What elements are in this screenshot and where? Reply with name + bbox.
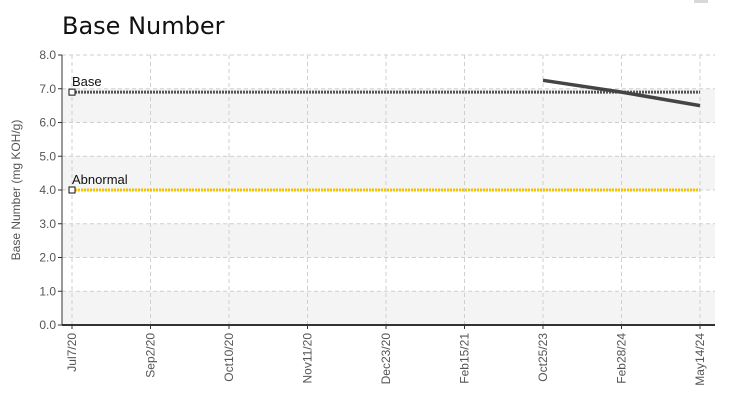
reference-lines: Base Abnormal bbox=[68, 74, 700, 194]
y-tick-label: 0.0 bbox=[39, 318, 56, 332]
reference-marker bbox=[68, 186, 76, 194]
reference-label: Abnormal bbox=[72, 172, 128, 187]
series-lines bbox=[542, 78, 701, 108]
corner-mark bbox=[694, 0, 708, 3]
x-tick-label: Sep2/20 bbox=[144, 333, 158, 378]
plot-band bbox=[62, 291, 715, 325]
x-tick-label: Oct10/20 bbox=[222, 333, 236, 382]
plot-band bbox=[62, 156, 715, 190]
x-tick-label: May14/24 bbox=[693, 333, 707, 386]
y-tick-label: 1.0 bbox=[39, 284, 56, 298]
tick-labels: 0.0 1.0 2.0 3.0 4.0 5.0 6.0 7.0 8.0 Jul7/20 Sep2/2… bbox=[39, 48, 707, 386]
x-tick-label: Feb28/24 bbox=[615, 333, 629, 384]
x-tick-label: Oct25/23 bbox=[536, 333, 550, 382]
y-axis-label: Base Number (mg KOH/g) bbox=[9, 120, 23, 261]
y-tick-label: 6.0 bbox=[39, 116, 56, 130]
x-tick-label: Nov11/20 bbox=[301, 333, 315, 384]
plot-band bbox=[62, 88, 715, 123]
x-tick-label: Feb15/21 bbox=[458, 333, 472, 384]
chart-title: Base Number bbox=[62, 12, 225, 40]
y-tick-label: 5.0 bbox=[39, 149, 56, 163]
x-tick-label: Jul7/20 bbox=[65, 333, 79, 372]
x-tick-label: Dec23/20 bbox=[379, 333, 393, 385]
plot-bands bbox=[62, 88, 715, 325]
reference-label: Base bbox=[72, 74, 102, 89]
y-tick-label: 7.0 bbox=[39, 82, 56, 96]
y-tick-label: 4.0 bbox=[39, 183, 56, 197]
plot-band bbox=[62, 223, 715, 258]
series-line bbox=[542, 78, 701, 108]
y-tick-label: 2.0 bbox=[39, 251, 56, 265]
reference-marker bbox=[68, 88, 76, 96]
y-tick-label: 8.0 bbox=[39, 48, 56, 62]
y-tick-label: 3.0 bbox=[39, 217, 56, 231]
